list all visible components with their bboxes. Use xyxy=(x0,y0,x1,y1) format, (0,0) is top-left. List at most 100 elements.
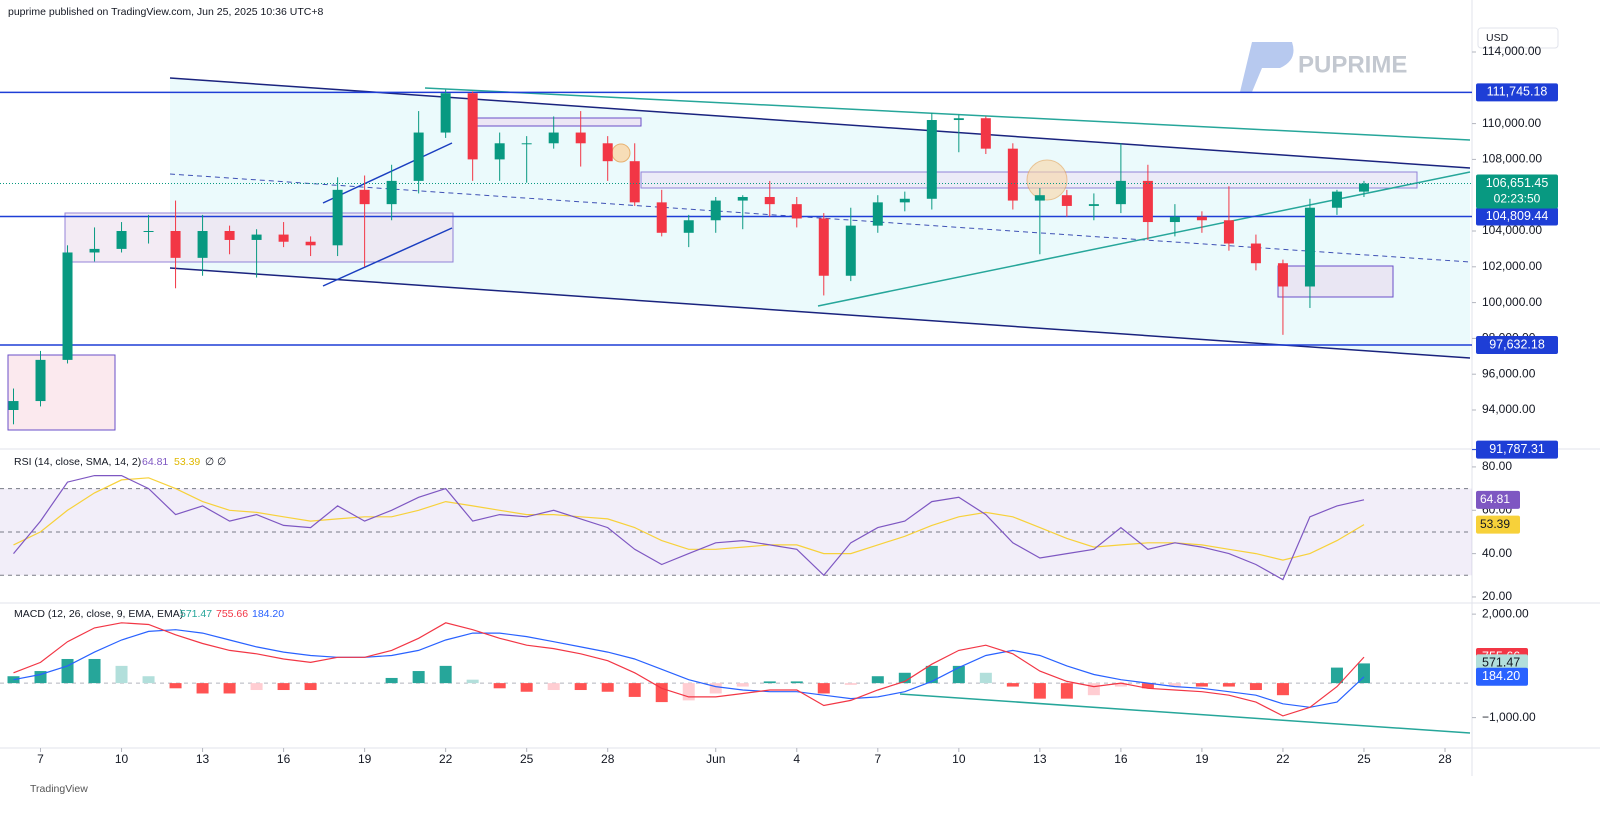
x-tick-label: 19 xyxy=(1195,752,1209,766)
signal-line xyxy=(13,629,1365,708)
macd-title: MACD (12, 26, close, 9, EMA, EMA) xyxy=(14,608,183,620)
macd-legend-hist: 571.47 xyxy=(180,608,212,620)
macd-histogram-bar xyxy=(898,672,911,684)
macd-histogram-bar xyxy=(790,681,803,684)
candle-body xyxy=(359,189,370,205)
candle-body xyxy=(116,230,127,249)
macd-histogram-bar xyxy=(169,683,182,689)
x-tick-label: 28 xyxy=(1438,752,1452,766)
macd-histogram-bar xyxy=(1249,683,1262,691)
macd-histogram-bar xyxy=(817,683,830,694)
x-tick-label: 25 xyxy=(520,752,534,766)
candle-body xyxy=(1088,204,1099,206)
macd-histogram-bar xyxy=(1195,683,1208,687)
macd-histogram-bar xyxy=(1357,663,1370,684)
rsi-sma-box xyxy=(1476,515,1520,534)
macd-histogram-bar xyxy=(304,683,317,691)
rsi-sma-line xyxy=(13,477,1365,561)
price-label: 111,745.18 xyxy=(1487,85,1548,99)
macd-histogram-bar xyxy=(1222,683,1235,687)
macd-histogram-bar xyxy=(952,665,965,684)
rsi-title: RSI (14, close, SMA, 14, 2) xyxy=(14,456,141,468)
candle-body xyxy=(899,198,910,203)
footer: TradingView xyxy=(30,783,88,795)
x-tick-label: 16 xyxy=(277,752,291,766)
candle-body xyxy=(953,118,964,121)
candle-body xyxy=(818,218,829,276)
candle-body xyxy=(1331,191,1342,208)
x-tick-label: 28 xyxy=(601,752,615,766)
y-tick-label: 94,000.00 xyxy=(1482,402,1536,416)
macd-value: 184.20 xyxy=(1482,669,1520,683)
x-tick-label: 10 xyxy=(952,752,966,766)
y-tick-label: 114,000.00 xyxy=(1482,44,1541,58)
macd-histogram-bar xyxy=(1060,683,1073,699)
macd-histogram-bar xyxy=(1330,667,1343,684)
macd-histogram-bar xyxy=(493,683,506,689)
macd-histogram-bar xyxy=(1087,683,1100,696)
price-label-box xyxy=(1476,207,1558,226)
y-tick-label: 100,000.00 xyxy=(1482,295,1542,309)
macd-value-box xyxy=(1476,667,1528,686)
y-tick-label: 2,000.00 xyxy=(1482,606,1529,620)
y-tick-label: 96,000.00 xyxy=(1482,366,1536,380)
macd-histogram-bar xyxy=(439,665,452,684)
macd-histogram-bar xyxy=(601,683,614,692)
channel-line xyxy=(322,227,453,287)
candle-body xyxy=(872,202,883,226)
candle-body xyxy=(305,241,316,246)
candle-body xyxy=(1358,183,1369,192)
candle-body xyxy=(845,225,856,276)
macd-histogram-bar xyxy=(412,671,425,684)
candle-body xyxy=(1007,148,1018,201)
x-tick-label: 16 xyxy=(1114,752,1128,766)
x-tick-label: 4 xyxy=(793,752,800,766)
currency: USD xyxy=(1486,32,1509,44)
candle-body xyxy=(1142,180,1153,223)
candle-body xyxy=(1304,207,1315,287)
candle-body xyxy=(8,401,19,410)
candle-body xyxy=(575,132,586,144)
countdown: 02:23:50 xyxy=(1494,192,1541,206)
candle-body xyxy=(89,248,100,253)
header: puprime published on TradingView.com, Ju… xyxy=(8,6,323,18)
x-tick-label: 10 xyxy=(115,752,129,766)
channel-line xyxy=(169,267,1471,359)
macd-histogram-bar xyxy=(115,665,128,684)
macd-value: 571.47 xyxy=(1482,656,1520,670)
candle-body xyxy=(413,132,424,181)
candle-body xyxy=(278,234,289,242)
candle-body xyxy=(224,230,235,240)
rsi-line xyxy=(13,475,1365,581)
price-label: 104,809.44 xyxy=(1486,209,1549,223)
macd-histogram-bar xyxy=(196,683,209,694)
logo-mark xyxy=(1240,42,1294,92)
candle-body xyxy=(1115,180,1126,205)
macd-histogram-bar xyxy=(520,683,533,692)
rsi-value-box xyxy=(1476,490,1520,509)
candle-body xyxy=(602,143,613,162)
range-box xyxy=(1277,265,1394,298)
currency-box xyxy=(1477,27,1559,49)
candle-body xyxy=(764,196,775,205)
macd-histogram-bar xyxy=(655,683,668,703)
macd-histogram-bar xyxy=(682,683,695,701)
candle-body xyxy=(521,143,532,145)
macd-histogram-bar xyxy=(844,683,857,685)
candle-body xyxy=(143,230,154,232)
candle-body xyxy=(710,200,721,221)
macd-histogram-bar xyxy=(88,658,101,684)
last-price: 106,651.45 xyxy=(1486,176,1549,190)
candle-body xyxy=(467,93,478,160)
candle-body xyxy=(1196,216,1207,221)
rsi-legend-extra: ∅ ∅ xyxy=(205,456,226,468)
y-tick-label: 102,000.00 xyxy=(1482,259,1542,273)
x-tick-label: 22 xyxy=(439,752,453,766)
candle-body xyxy=(737,196,748,201)
x-tick-label: 19 xyxy=(358,752,372,766)
candle-body xyxy=(251,234,262,240)
highlight-circle xyxy=(611,143,631,163)
price-label-box xyxy=(1476,83,1558,102)
price-label: 91,787.31 xyxy=(1489,442,1545,456)
macd-histogram-bar xyxy=(925,665,938,684)
